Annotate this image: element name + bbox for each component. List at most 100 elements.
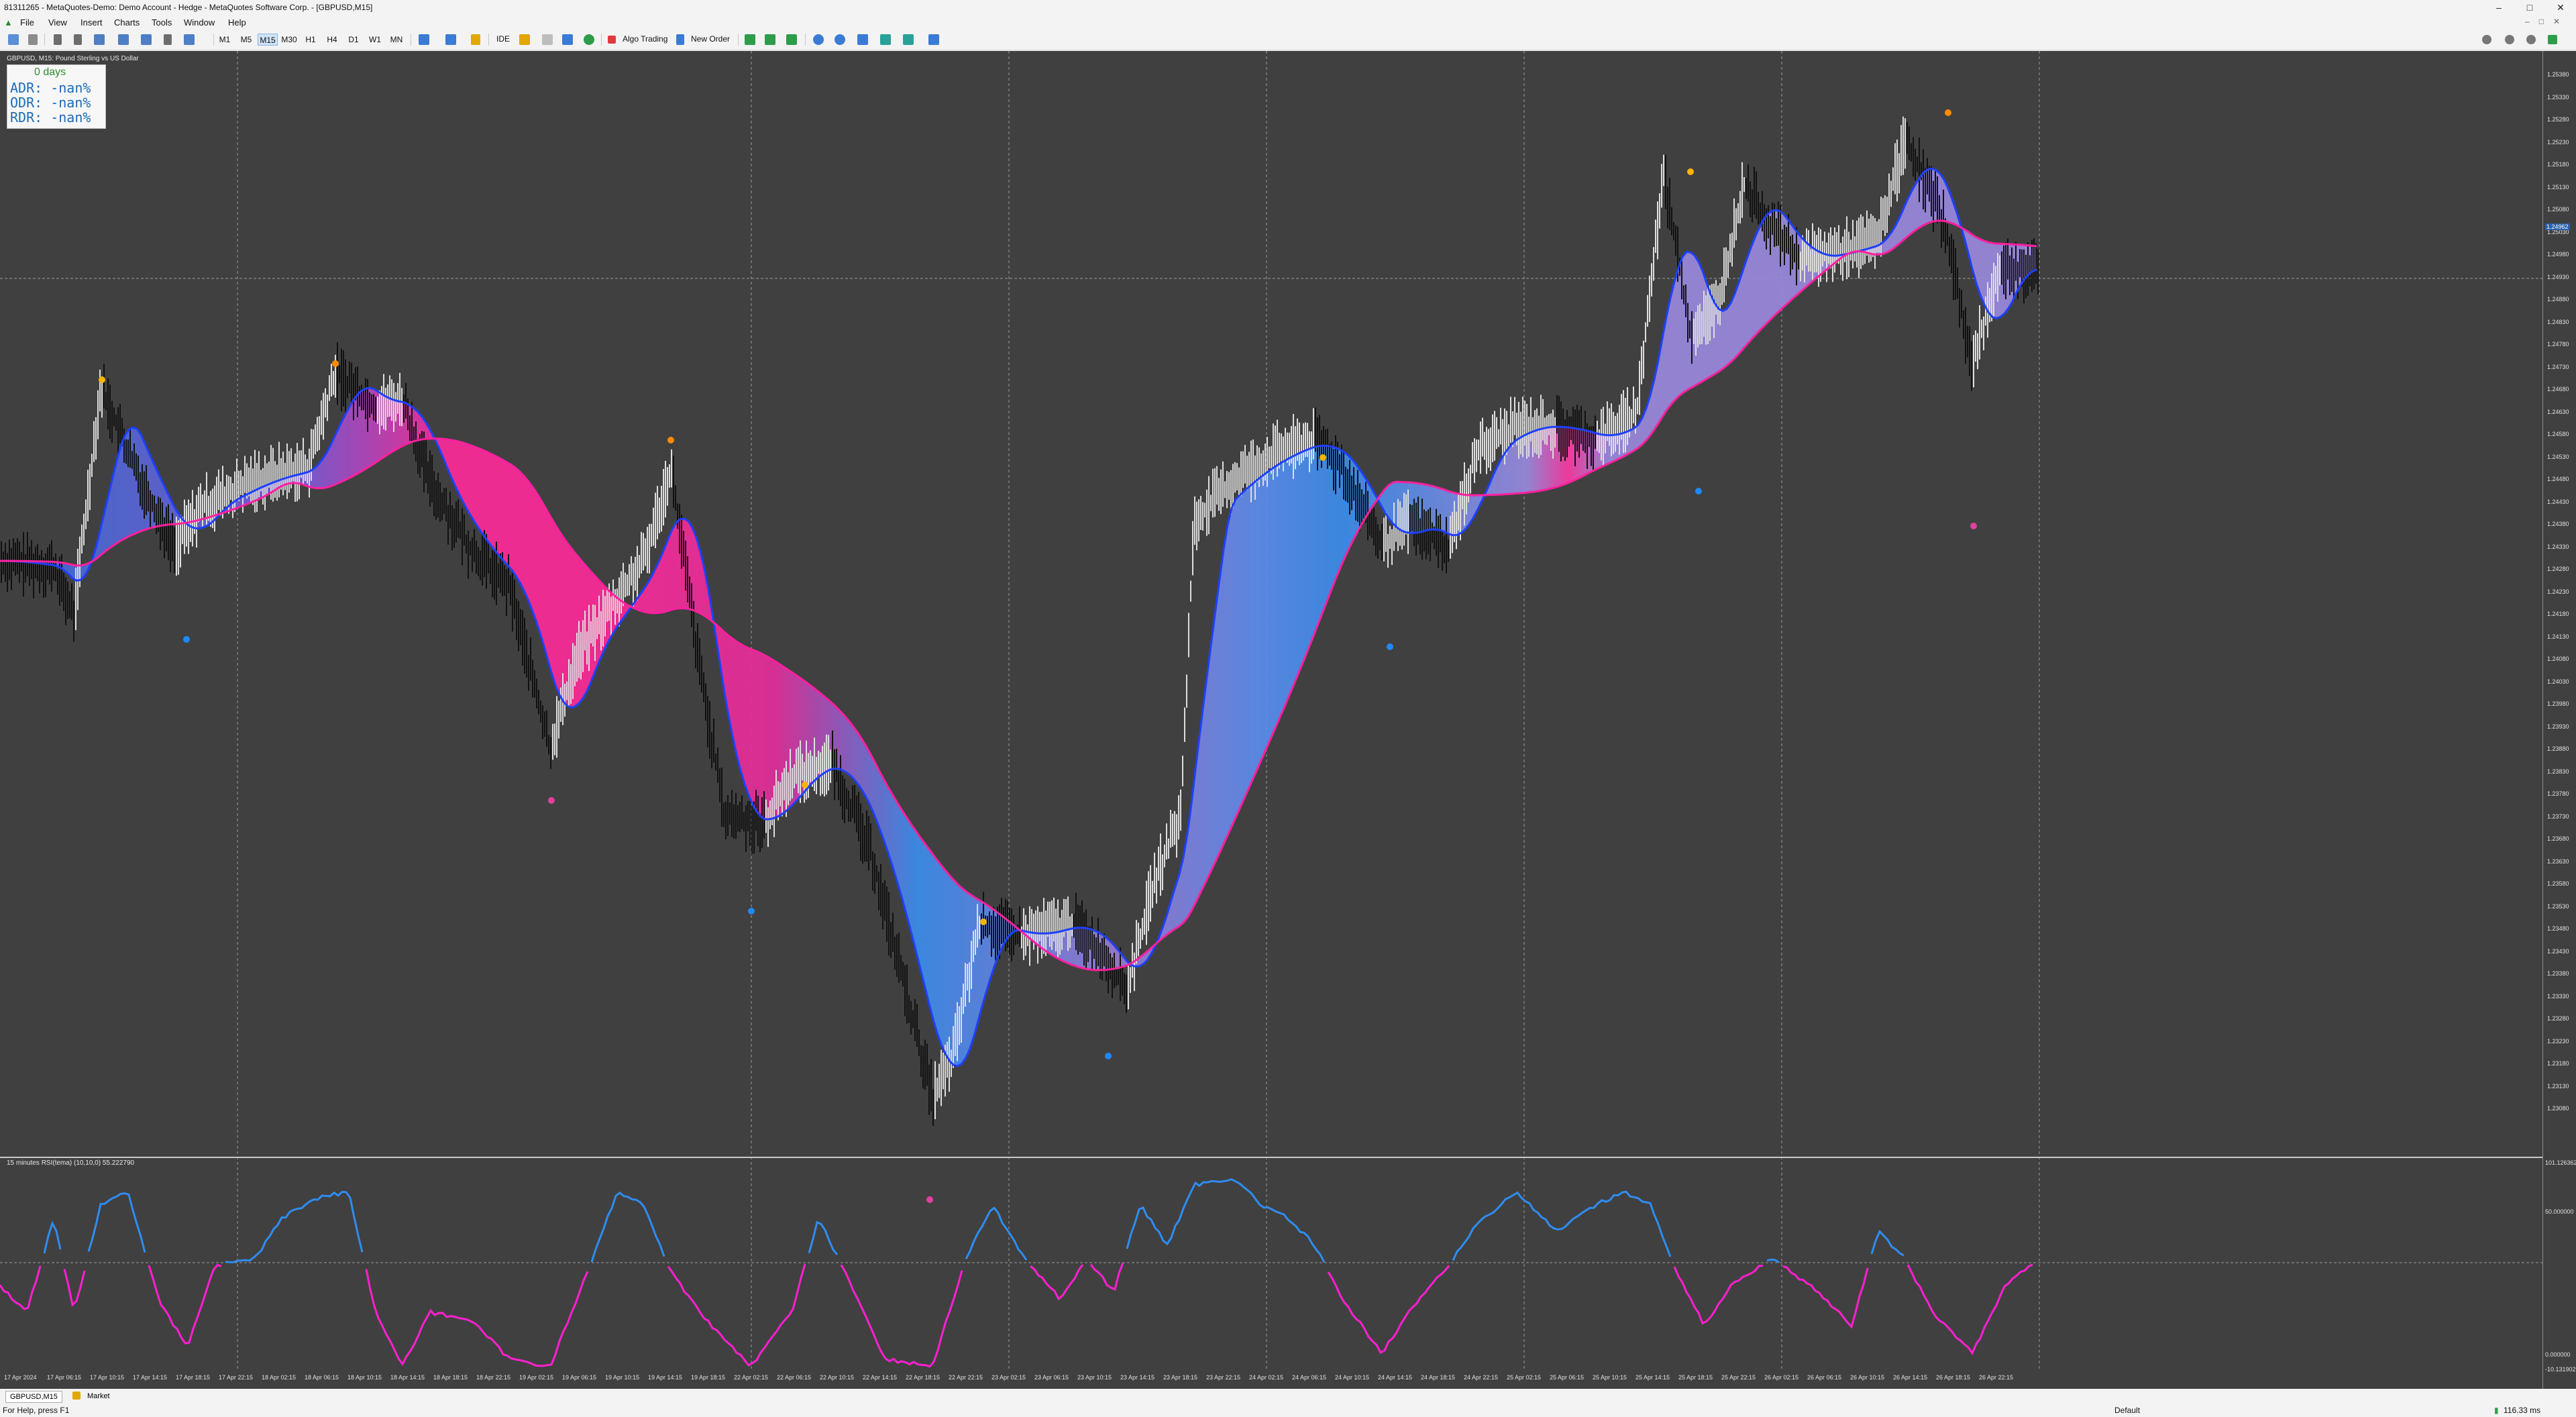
- time-tick-label: 18 Apr 06:15: [305, 1374, 339, 1381]
- timeframe-mn[interactable]: MN: [390, 35, 403, 44]
- depth-of-market-icon[interactable]: [745, 34, 755, 45]
- time-tick-label: 23 Apr 02:15: [991, 1374, 1026, 1381]
- swing-point-marker: [926, 1196, 933, 1203]
- rsi-line-down: [0, 1262, 2033, 1368]
- time-tick-label: 24 Apr 06:15: [1292, 1374, 1326, 1381]
- odr-label: ODR: -nan%: [10, 95, 91, 111]
- time-tick-label: 22 Apr 22:15: [949, 1374, 983, 1381]
- price-tick-label: 1.24330: [2547, 543, 2569, 550]
- chat-icon[interactable]: [2526, 35, 2536, 44]
- grid-icon[interactable]: [857, 34, 868, 45]
- menu-insert[interactable]: Insert: [80, 17, 103, 28]
- home-icon[interactable]: [562, 34, 573, 45]
- templates-icon[interactable]: [471, 34, 480, 45]
- menu-file[interactable]: File: [20, 17, 34, 28]
- chart-tabs: GBPUSD,M15 Market: [0, 1389, 2576, 1404]
- search-icon[interactable]: [2482, 35, 2491, 44]
- time-tick-label: 19 Apr 14:15: [648, 1374, 682, 1381]
- time-tick-label: 25 Apr 22:15: [1721, 1374, 1756, 1381]
- horizontal-line-icon[interactable]: [74, 34, 82, 45]
- chart-area[interactable]: 17 Apr 2024 17 Apr 06:15 17 Apr 10:15 17 Ap…: [0, 51, 2542, 1401]
- price-tick-label: 1.25030: [2547, 228, 2569, 235]
- chart-window-controls[interactable]: –□✕: [2525, 17, 2569, 26]
- vertical-line-icon[interactable]: [54, 34, 62, 45]
- auto-scroll-icon[interactable]: [880, 34, 891, 45]
- timeframe-m1[interactable]: M1: [219, 35, 231, 44]
- menu-help[interactable]: Help: [228, 17, 246, 28]
- price-tick-label: 1.25330: [2547, 93, 2569, 101]
- chart-canvas: 17 Apr 2024 17 Apr 06:15 17 Apr 10:15 17 Ap…: [0, 51, 2542, 1381]
- channel-icon[interactable]: [118, 34, 129, 45]
- rsi-axis-mid: 50.000000: [2545, 1208, 2574, 1215]
- timeframe-m15[interactable]: M15: [258, 34, 278, 46]
- menu-charts[interactable]: Charts: [114, 17, 140, 28]
- timeframe-h4[interactable]: H4: [327, 35, 337, 44]
- price-tick-label: 1.24780: [2547, 341, 2569, 348]
- tab-gbpusd-m15[interactable]: GBPUSD,M15: [5, 1391, 62, 1403]
- lock-icon[interactable]: [519, 34, 530, 45]
- days-label: 0 days: [34, 66, 66, 78]
- rsi-axis-low: 0.000000: [2545, 1351, 2571, 1358]
- tab-market[interactable]: Market: [87, 1392, 110, 1400]
- adr-label: ADR: -nan%: [10, 80, 91, 96]
- price-tick-label: 1.25280: [2547, 116, 2569, 123]
- fibonacci-icon[interactable]: [141, 34, 152, 45]
- time-tick-label: 19 Apr 18:15: [691, 1374, 725, 1381]
- price-tick-label: 1.24830: [2547, 318, 2569, 325]
- time-tick-label: 22 Apr 02:15: [734, 1374, 768, 1381]
- menu-tools[interactable]: Tools: [152, 17, 172, 28]
- algo-trading-icon[interactable]: [608, 36, 616, 44]
- chart-shift-icon[interactable]: [903, 34, 914, 45]
- time-tick-label: 17 Apr 10:15: [90, 1374, 124, 1381]
- account-icon[interactable]: [2505, 35, 2514, 44]
- signals-icon[interactable]: [786, 34, 797, 45]
- time-tick-label: 26 Apr 10:15: [1850, 1374, 1884, 1381]
- crosshair-icon[interactable]: [28, 34, 38, 45]
- price-axis[interactable]: 1.25380 1.25330 1.25280 1.25230 1.25180 1.251…: [2542, 51, 2576, 1401]
- menu-window[interactable]: Window: [184, 17, 215, 28]
- time-tick-label: 18 Apr 02:15: [262, 1374, 296, 1381]
- algo-trading-button[interactable]: Algo Trading: [623, 34, 668, 44]
- indicators-icon[interactable]: [445, 34, 456, 45]
- timeframe-w1[interactable]: W1: [369, 35, 381, 44]
- title-bar: 81311265 - MetaQuotes-Demo: Demo Account…: [0, 0, 2576, 15]
- market-icon[interactable]: [584, 34, 594, 45]
- swing-point-marker: [1695, 488, 1702, 494]
- price-tick-label: 1.24630: [2547, 408, 2569, 415]
- timeframe-m30[interactable]: M30: [281, 35, 297, 44]
- screenshot-icon[interactable]: [928, 34, 939, 45]
- price-tick-label: 1.24730: [2547, 363, 2569, 370]
- shapes-icon[interactable]: [184, 34, 195, 45]
- time-tick-label: 19 Apr 02:15: [519, 1374, 553, 1381]
- maximize-icon[interactable]: □: [2526, 2, 2533, 13]
- time-tick-label: 26 Apr 22:15: [1979, 1374, 2013, 1381]
- new-order-icon[interactable]: [676, 34, 684, 45]
- chart-type-icon[interactable]: [419, 34, 429, 45]
- timeframe-h1[interactable]: H1: [305, 35, 316, 44]
- zoom-in-icon[interactable]: [813, 34, 824, 45]
- trendline-icon[interactable]: [94, 34, 105, 45]
- calendar-icon[interactable]: [542, 34, 553, 45]
- price-tick-label: 1.23530: [2547, 902, 2569, 910]
- timeframe-d1[interactable]: D1: [348, 35, 359, 44]
- time-tick-label: 19 Apr 10:15: [605, 1374, 639, 1381]
- new-order-button[interactable]: New Order: [691, 34, 731, 44]
- time-tick-label: 23 Apr 14:15: [1120, 1374, 1155, 1381]
- one-click-trading-icon[interactable]: [765, 34, 775, 45]
- menu-bar: ▲ File View Insert Charts Tools Window H…: [0, 15, 2576, 30]
- price-tick-label: 1.23780: [2547, 790, 2569, 797]
- menu-view[interactable]: View: [48, 17, 67, 28]
- timeframe-m5[interactable]: M5: [240, 35, 252, 44]
- app-icon: ▲: [4, 17, 13, 28]
- cursor-icon[interactable]: [8, 34, 19, 45]
- price-tick-label: 1.23330: [2547, 992, 2569, 1000]
- zoom-out-icon[interactable]: [835, 34, 845, 45]
- ide-button[interactable]: IDE: [496, 34, 511, 44]
- text-icon[interactable]: [164, 34, 172, 45]
- time-tick-label: 23 Apr 10:15: [1077, 1374, 1112, 1381]
- close-icon[interactable]: ✕: [2557, 2, 2565, 13]
- minimize-icon[interactable]: –: [2496, 2, 2502, 13]
- price-candles-bearish: [1, 121, 2039, 1126]
- price-tick-label: 1.24880: [2547, 296, 2569, 303]
- time-tick-label: 24 Apr 02:15: [1249, 1374, 1283, 1381]
